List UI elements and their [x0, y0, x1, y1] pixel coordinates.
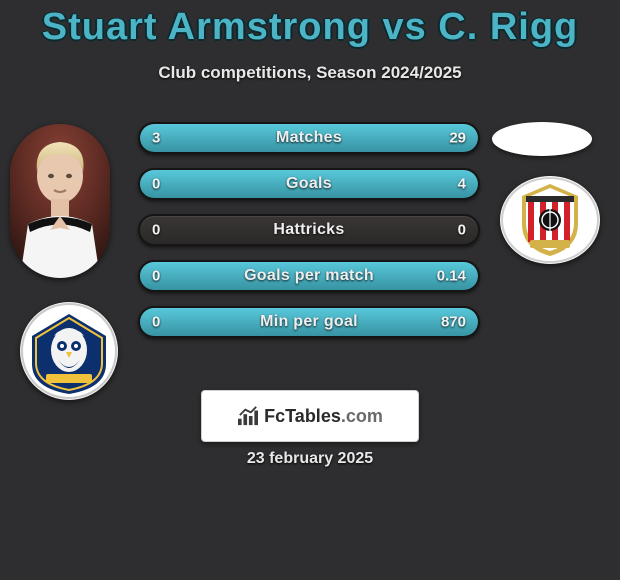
stat-row: 0 4 Goals: [138, 168, 480, 200]
player-right-photo: [492, 122, 592, 156]
stat-row: 0 0 Hattricks: [138, 214, 480, 246]
stat-value-right: 4: [458, 176, 466, 193]
branding-box: FcTables.com: [201, 390, 419, 442]
club-badge-left: [20, 302, 118, 400]
branding-text: FcTables.com: [264, 406, 383, 427]
stat-value-right: 870: [441, 314, 466, 331]
stat-label: Goals per match: [244, 267, 374, 285]
stat-value-left: 0: [152, 176, 160, 193]
stat-value-left: 0: [152, 222, 160, 239]
stat-label: Hattricks: [273, 221, 344, 239]
stat-label: Matches: [276, 129, 342, 147]
stat-value-right: 0: [458, 222, 466, 239]
stat-value-left: 0: [152, 314, 160, 331]
stat-row: 0 0.14 Goals per match: [138, 260, 480, 292]
club-badge-right: [500, 176, 600, 264]
fctables-icon: [237, 406, 259, 426]
stat-row: 3 29 Matches: [138, 122, 480, 154]
stat-value-right: 29: [449, 130, 466, 147]
stat-value-right: 0.14: [437, 268, 466, 285]
stats-panel: 3 29 Matches 0 4 Goals 0 0 Hattricks 0 0.14 Goals p…: [138, 122, 480, 352]
player-left-photo: [10, 124, 110, 278]
page-title: Stuart Armstrong vs C. Rigg: [0, 6, 620, 49]
stat-row: 0 870 Min per goal: [138, 306, 480, 338]
stat-label: Min per goal: [260, 313, 358, 331]
stat-value-left: 0: [152, 268, 160, 285]
branding-bold: FcTables: [264, 406, 341, 426]
root: Stuart Armstrong vs C. Rigg Club competi…: [0, 0, 620, 580]
branding-light: .com: [341, 406, 383, 426]
date-text: 23 february 2025: [247, 450, 373, 468]
stat-label: Goals: [286, 175, 332, 193]
subtitle: Club competitions, Season 2024/2025: [0, 63, 620, 83]
stat-value-left: 3: [152, 130, 160, 147]
